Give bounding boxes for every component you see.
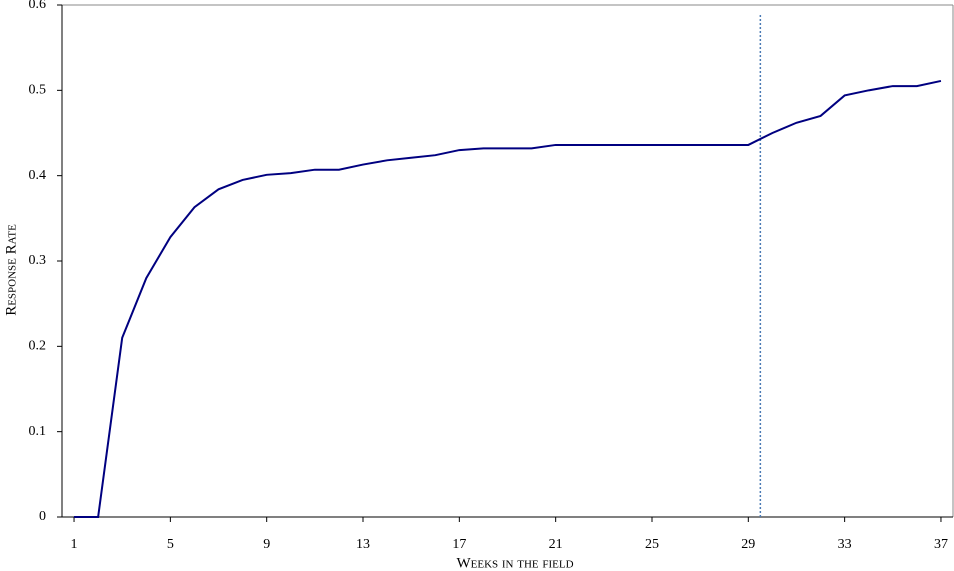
y-tick-label: 0.5: [29, 83, 47, 98]
y-tick-label: 0.6: [29, 0, 47, 12]
x-tick-label: 13: [356, 537, 370, 552]
x-tick-label: 25: [645, 537, 659, 552]
x-tick-label: 37: [934, 537, 948, 552]
y-tick-label: 0.1: [29, 424, 47, 439]
y-axis-title: Response Rate: [3, 224, 19, 316]
y-tick-label: 0.4: [29, 168, 47, 183]
data-line: [74, 79, 942, 518]
y-tick-label: 0: [39, 509, 46, 524]
x-tick-label: 17: [452, 537, 466, 552]
x-axis-title: Weeks in the field: [456, 555, 573, 571]
x-tick-label: 1: [71, 537, 78, 552]
y-tick-label: 0.3: [29, 253, 47, 268]
x-tick-label: 29: [741, 537, 755, 552]
x-tick-label: 9: [263, 537, 270, 552]
y-tick-label: 0.2: [29, 339, 47, 354]
x-tick-label: 33: [838, 537, 852, 552]
x-tick-label: 5: [167, 537, 174, 552]
x-tick-label: 21: [549, 537, 563, 552]
